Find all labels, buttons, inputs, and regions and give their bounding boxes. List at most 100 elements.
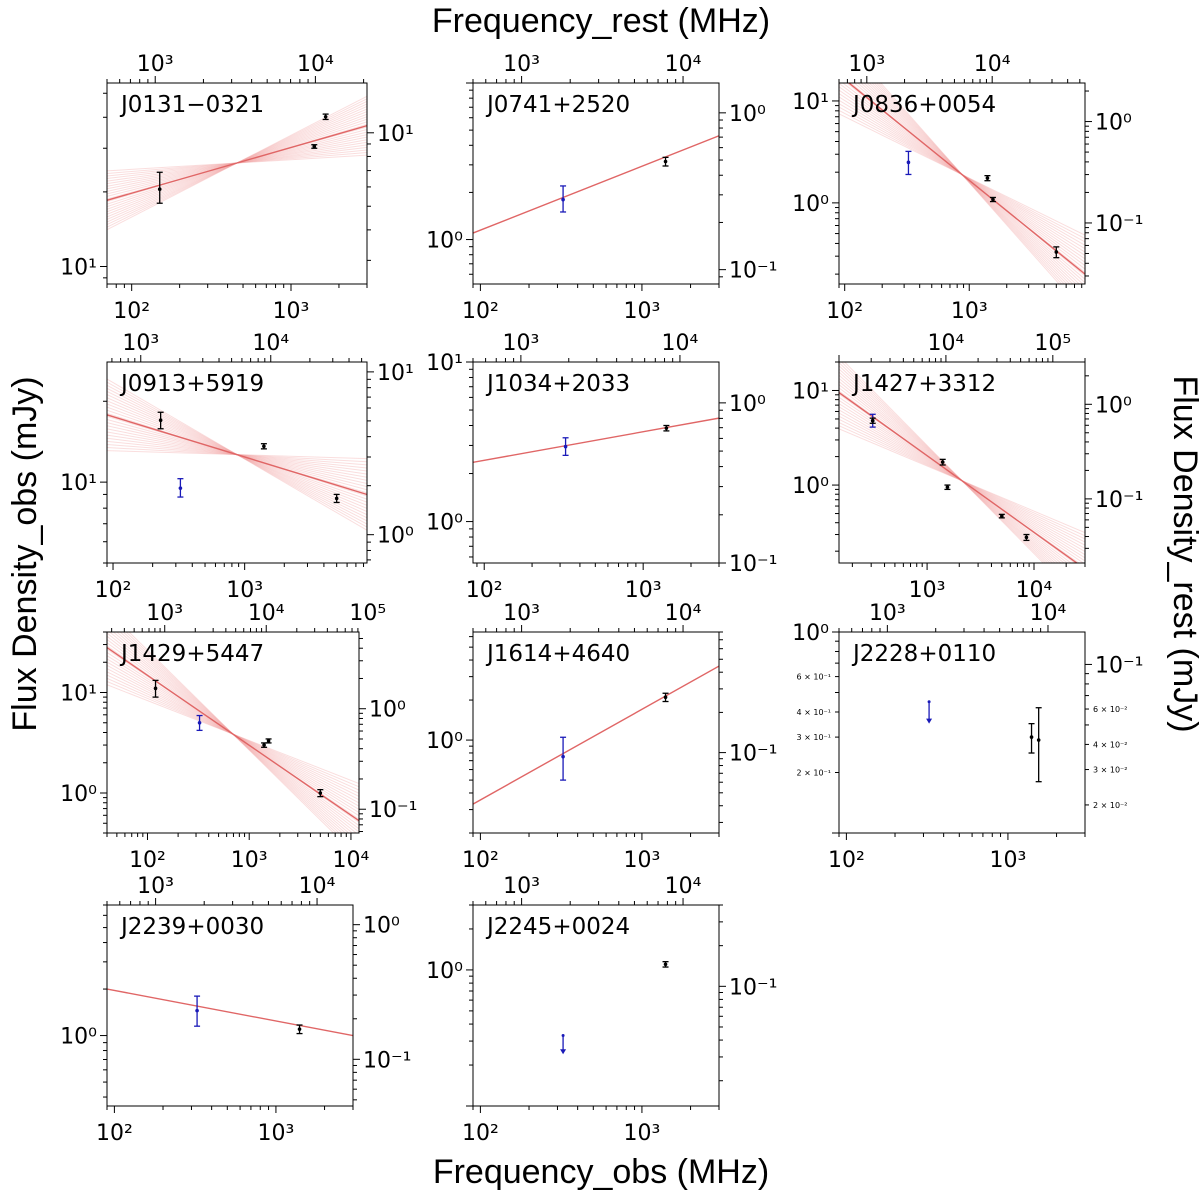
bottom-axis-title: Frequency_obs (MHz) xyxy=(433,1153,769,1191)
top-tick-label: 10³ xyxy=(122,331,159,356)
fit-line xyxy=(107,646,359,822)
right-tick-label: 10⁻¹ xyxy=(1095,212,1143,237)
axis-ticks xyxy=(100,355,374,570)
point-marker xyxy=(906,160,911,165)
x-tick-label: 10³ xyxy=(226,578,263,603)
data-point xyxy=(194,995,201,1027)
x-tick-label: 10³ xyxy=(909,578,946,603)
panel-title: J2228+0110 xyxy=(851,641,996,667)
y-tick-label: 10⁰ xyxy=(426,511,463,536)
right-tick-label: 10⁰ xyxy=(1095,111,1132,136)
x-tick-label: 10³ xyxy=(231,848,268,873)
point-marker xyxy=(197,720,202,725)
data-point xyxy=(296,1024,303,1035)
top-tick-label: 10⁴ xyxy=(299,874,336,899)
fit-line xyxy=(839,392,1078,563)
top-tick-label: 10⁴ xyxy=(1030,601,1067,626)
data-point xyxy=(939,458,946,466)
data-point xyxy=(177,478,184,498)
x-tick-label: 10² xyxy=(95,578,132,603)
point-marker xyxy=(1000,514,1004,518)
panel-title: J1427+3312 xyxy=(851,371,996,397)
right-minor-tick-label: 6 × 10⁻² xyxy=(1093,705,1128,714)
chart-panel: 10² 10³ 10³ 10⁴ 10⁰ 10⁻¹ J2245+0024 xyxy=(426,874,777,1146)
x-tick-label: 10³ xyxy=(624,1121,661,1146)
x-tick-label: 10² xyxy=(826,299,863,324)
data-point xyxy=(662,961,669,968)
point-marker xyxy=(663,695,668,700)
right-minor-tick-label: 3 × 10⁻² xyxy=(1093,766,1128,775)
chart-panel: 10² 10³ 10³ 10⁴ 10¹ 10⁰ 10⁰ 10⁻¹ J0836+0054 xyxy=(792,52,1143,324)
point-marker xyxy=(157,187,162,192)
plot-area xyxy=(107,632,359,833)
y-minor-tick-label: 3 × 10⁻¹ xyxy=(797,733,832,742)
panel-title: J1034+2033 xyxy=(485,371,630,397)
x-tick-label: 10² xyxy=(96,1121,133,1146)
upper-limit xyxy=(926,700,933,724)
data-point xyxy=(1028,722,1035,754)
right-tick-label: 10⁻¹ xyxy=(363,1048,411,1073)
x-tick-label: 10⁴ xyxy=(333,848,370,873)
top-tick-label: 10⁵ xyxy=(349,601,386,626)
point-marker xyxy=(266,739,271,743)
top-tick-label: 10⁴ xyxy=(665,601,702,626)
point-marker xyxy=(991,197,995,202)
point-marker xyxy=(945,485,950,489)
point-marker xyxy=(561,197,565,202)
axis-ticks xyxy=(466,898,726,1113)
point-marker xyxy=(178,486,183,490)
x-tick-label: 10³ xyxy=(624,848,661,873)
x-tick-label: 10⁴ xyxy=(1016,578,1053,603)
right-tick-label: 10¹ xyxy=(377,361,414,386)
fit-line xyxy=(107,414,367,496)
top-tick-label: 10³ xyxy=(137,52,174,77)
panel-title: J0741+2520 xyxy=(485,92,630,118)
top-tick-label: 10⁴ xyxy=(252,331,289,356)
axes-frame xyxy=(106,82,368,285)
top-tick-label: 10⁴ xyxy=(665,874,702,899)
point-marker xyxy=(312,144,317,149)
plot-area xyxy=(107,95,367,231)
axis-ticks xyxy=(100,76,374,291)
data-point xyxy=(333,493,340,504)
data-point xyxy=(944,484,951,491)
panel-title: J0836+0054 xyxy=(851,92,996,118)
data-point xyxy=(311,144,318,149)
point-marker xyxy=(561,754,565,759)
top-axis-title: Frequency_rest (MHz) xyxy=(432,2,770,40)
right-minor-tick-label: 4 × 10⁻² xyxy=(1093,740,1128,749)
point-marker xyxy=(334,496,339,501)
data-point xyxy=(560,736,567,781)
top-tick-label: 10⁴ xyxy=(974,52,1011,77)
data-point xyxy=(322,113,329,121)
data-point xyxy=(984,174,991,182)
right-tick-label: 10⁻¹ xyxy=(729,552,777,577)
data-point xyxy=(265,738,272,744)
axes-frame xyxy=(472,904,720,1107)
right-tick-label: 10⁰ xyxy=(363,914,400,939)
point-marker xyxy=(262,743,266,747)
axes-frame xyxy=(472,361,720,564)
data-point xyxy=(196,714,203,732)
right-tick-label: 10⁻¹ xyxy=(729,742,777,767)
panel-title: J2239+0030 xyxy=(119,914,264,940)
plot-area xyxy=(473,135,719,234)
plot-area xyxy=(473,417,719,464)
x-tick-label: 10³ xyxy=(625,578,662,603)
x-tick-label: 10³ xyxy=(951,299,988,324)
point-marker xyxy=(563,444,568,449)
fit-line xyxy=(847,83,1085,275)
x-tick-label: 10³ xyxy=(273,299,310,324)
panel-title: J1429+5447 xyxy=(119,641,264,667)
point-marker xyxy=(153,686,158,691)
x-tick-label: 10² xyxy=(113,299,150,324)
right-tick-label: 10⁻¹ xyxy=(729,975,777,1000)
right-tick-label: 10⁻¹ xyxy=(1095,488,1143,513)
data-point xyxy=(156,171,163,204)
data-point xyxy=(1053,246,1060,259)
y-tick-label: 10¹ xyxy=(792,379,829,404)
top-tick-label: 10⁴ xyxy=(248,601,285,626)
right-tick-label: 10⁰ xyxy=(377,524,414,549)
right-minor-tick-label: 2 × 10⁻² xyxy=(1093,801,1128,810)
axes-frame xyxy=(472,82,720,285)
